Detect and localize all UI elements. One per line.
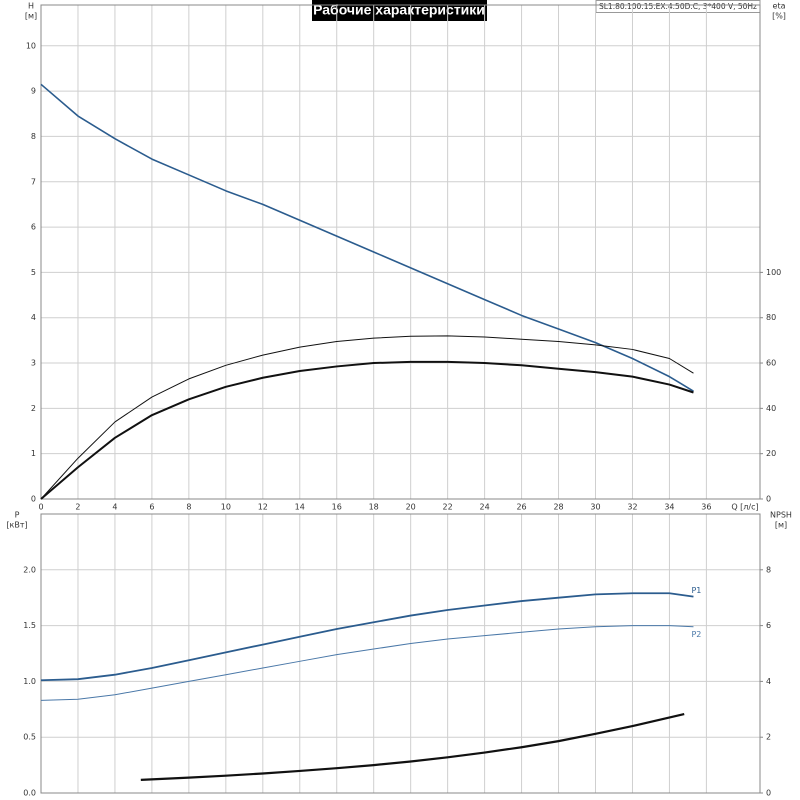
x-tick-label: 30 (590, 503, 600, 512)
y-tick-label: 8 (31, 132, 36, 141)
x-tick-label: 28 (553, 503, 563, 512)
chart-title: Рабочие характеристики (313, 2, 485, 18)
model-label: SL1.80.100.15.EX.4.50D.C, 3*400 V, 50Hz (599, 2, 757, 11)
x-tick-label: 6 (149, 503, 154, 512)
y2-tick-label: 6 (766, 621, 771, 630)
curve (40, 625, 694, 701)
y2-tick-label: 100 (766, 268, 781, 277)
curve (40, 83, 694, 392)
y-axis-unit: [кВт] (6, 521, 27, 530)
series-label: P2 (691, 630, 701, 639)
curve (40, 360, 694, 500)
y2-tick-label: 0 (766, 495, 771, 504)
y2-axis-unit: [м] (775, 521, 787, 530)
y-tick-label: 1.0 (23, 677, 36, 686)
y2-tick-label: 2 (766, 733, 771, 742)
x-axis-label: Q [л/с] (731, 503, 758, 512)
y2-tick-label: 4 (766, 677, 771, 686)
x-tick-label: 20 (406, 503, 416, 512)
x-tick-label: 32 (627, 503, 637, 512)
x-tick-label: 0 (38, 503, 43, 512)
x-tick-label: 10 (221, 503, 231, 512)
x-tick-label: 14 (295, 503, 305, 512)
curve (140, 712, 685, 781)
series-label: P1 (691, 586, 701, 595)
x-tick-label: 22 (443, 503, 453, 512)
y-tick-label: 10 (26, 41, 36, 50)
y-tick-label: 2 (31, 404, 36, 413)
curve (40, 592, 694, 682)
x-tick-label: 26 (516, 503, 526, 512)
y2-tick-label: 80 (766, 313, 776, 322)
x-tick-label: 36 (701, 503, 711, 512)
y-tick-label: 5 (31, 268, 36, 277)
y2-tick-label: 0 (766, 789, 771, 798)
y-tick-label: 0.5 (23, 733, 36, 742)
y2-tick-label: 60 (766, 359, 776, 368)
y-tick-label: 0.0 (23, 789, 36, 798)
y-tick-label: 0 (31, 495, 36, 504)
plot-frame (40, 4, 761, 500)
y2-axis-label: eta (773, 2, 786, 11)
x-tick-label: 4 (112, 503, 117, 512)
y2-tick-label: 8 (766, 565, 771, 574)
y-axis-unit: [м] (25, 12, 37, 21)
plot-frame (40, 513, 761, 794)
y-tick-label: 2.0 (23, 565, 36, 574)
y-tick-label: 3 (31, 359, 36, 368)
y2-axis-label: NPSH (770, 511, 792, 520)
y-tick-label: 1 (31, 449, 36, 458)
y2-tick-label: 20 (766, 449, 776, 458)
y-tick-label: 1.5 (23, 621, 36, 630)
y-axis-label: H (28, 2, 34, 11)
x-tick-label: 34 (664, 503, 674, 512)
x-tick-label: 18 (369, 503, 379, 512)
y2-tick-label: 40 (766, 404, 776, 413)
y-tick-label: 6 (31, 223, 36, 232)
x-tick-label: 24 (480, 503, 490, 512)
curve (40, 335, 694, 500)
y-axis-label: P (15, 511, 20, 520)
y-tick-label: 4 (31, 313, 36, 322)
y-tick-label: 7 (31, 177, 36, 186)
y-tick-label: 9 (31, 87, 36, 96)
y2-axis-unit: [%] (772, 12, 786, 21)
x-tick-label: 2 (75, 503, 80, 512)
x-tick-label: 8 (186, 503, 191, 512)
x-tick-label: 12 (258, 503, 268, 512)
x-tick-label: 16 (332, 503, 342, 512)
